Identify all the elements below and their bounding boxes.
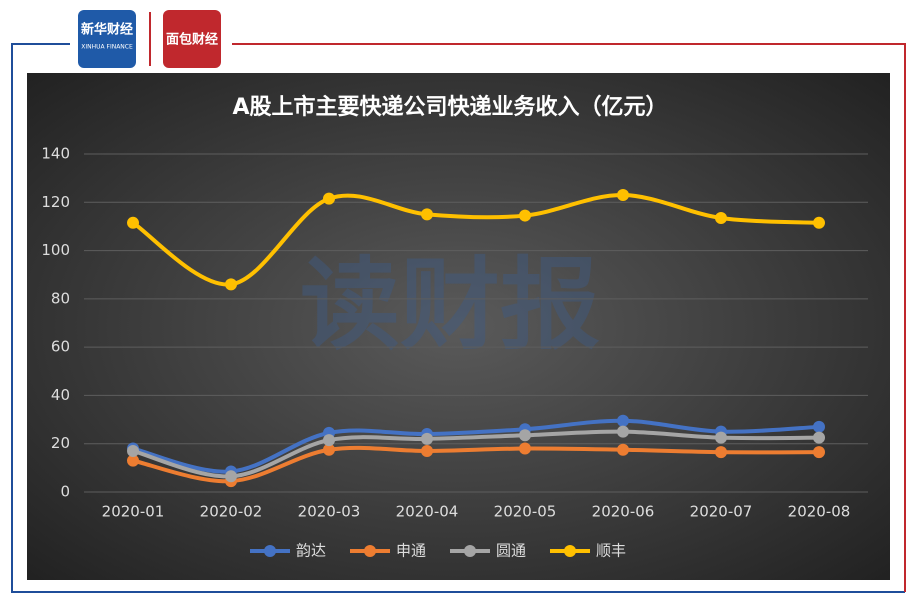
logo-text: 新华财经 — [81, 22, 133, 38]
x-tick-label: 2020-08 — [788, 503, 851, 521]
x-tick-label: 2020-03 — [298, 503, 361, 521]
point — [519, 429, 531, 442]
point — [519, 442, 531, 455]
point — [617, 414, 629, 427]
watermark: 读财报 — [300, 246, 600, 363]
chart-title: A股上市主要快递公司快递业务收入（亿元） — [232, 94, 667, 120]
point — [421, 432, 433, 445]
legend-marker — [264, 545, 276, 557]
x-tick-label: 2020-06 — [592, 503, 655, 521]
point — [617, 443, 629, 456]
point — [617, 425, 629, 438]
logo-box — [163, 10, 221, 68]
y-tick-label: 120 — [41, 193, 70, 211]
point — [715, 446, 727, 459]
x-tick-label: 2020-01 — [102, 503, 165, 521]
point — [225, 470, 237, 483]
x-tick-label: 2020-04 — [396, 503, 459, 521]
legend-label: 韵达 — [296, 542, 326, 560]
point — [813, 216, 825, 229]
x-tick-label: 2020-07 — [690, 503, 753, 521]
logo-subtext: XINHUA FINANCE — [81, 44, 133, 51]
y-tick-label: 100 — [41, 241, 70, 259]
point — [323, 443, 335, 456]
point — [127, 454, 139, 467]
point — [323, 192, 335, 205]
legend-label: 顺丰 — [596, 542, 626, 560]
point — [421, 208, 433, 221]
legend-marker — [364, 545, 376, 557]
point — [323, 434, 335, 447]
x-tick-label: 2020-05 — [494, 503, 557, 521]
legend-label: 申通 — [396, 542, 426, 560]
point — [715, 431, 727, 444]
y-tick-label: 20 — [51, 434, 70, 452]
point — [813, 446, 825, 459]
point — [617, 189, 629, 202]
chart-area — [27, 73, 890, 580]
legend-marker — [564, 545, 576, 557]
point — [127, 216, 139, 229]
y-tick-label: 0 — [60, 483, 70, 501]
point — [519, 209, 531, 222]
point — [225, 278, 237, 291]
x-tick-label: 2020-02 — [200, 503, 263, 521]
logo-box — [78, 10, 136, 68]
point — [715, 211, 727, 224]
logo-text: 面包财经 — [166, 32, 218, 48]
point — [421, 444, 433, 457]
point — [127, 444, 139, 457]
y-tick-label: 140 — [41, 145, 70, 163]
frame — [11, 43, 906, 593]
point — [813, 431, 825, 444]
y-tick-label: 80 — [51, 289, 70, 307]
y-tick-label: 40 — [51, 386, 70, 404]
legend-label: 圆通 — [496, 542, 526, 560]
point — [813, 420, 825, 433]
legend-marker — [464, 545, 476, 557]
y-tick-label: 60 — [51, 338, 70, 356]
